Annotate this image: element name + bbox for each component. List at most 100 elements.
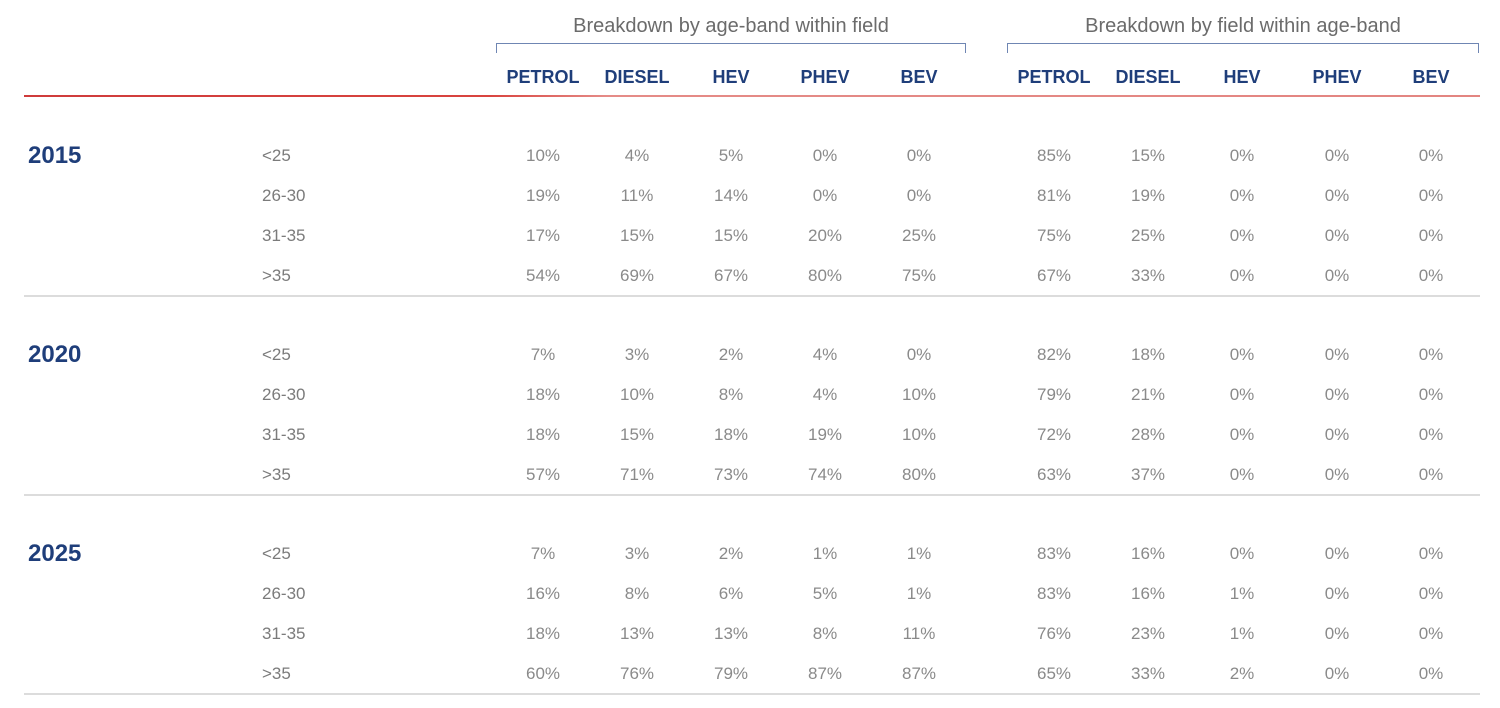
header-rule: [24, 95, 1480, 97]
table-cell: 0%: [906, 345, 932, 364]
table-cell: 87%: [807, 664, 843, 683]
table-cell: 81%: [1036, 186, 1072, 205]
row-age-band: 26-30: [262, 186, 306, 205]
table-cell: 11%: [620, 186, 654, 205]
table-cell: 83%: [1036, 544, 1072, 563]
table-cell: 60%: [525, 664, 561, 683]
table-cell: 0%: [1418, 624, 1444, 643]
table-cell: 0%: [1418, 146, 1444, 165]
col-header-diesel: DIESEL: [1115, 67, 1181, 87]
table-cell: 0%: [1229, 146, 1255, 165]
table-cell: 14%: [713, 186, 749, 205]
table-cell: 37%: [1130, 465, 1166, 484]
table-cell: 3%: [624, 345, 650, 364]
table-cell: 0%: [1229, 385, 1255, 404]
table-cell: 33%: [1130, 664, 1166, 683]
table-cell: 74%: [807, 465, 843, 484]
col-header-phev: PHEV: [800, 67, 850, 87]
table-cell: 67%: [1036, 266, 1072, 285]
table-cell: 72%: [1036, 425, 1072, 444]
table-cell: 0%: [1324, 624, 1350, 643]
table-cell: 54%: [525, 266, 561, 285]
table-cell: 79%: [1036, 385, 1072, 404]
table-cell: 0%: [1229, 186, 1255, 205]
col-header-petrol: PETROL: [1017, 67, 1091, 87]
table-cell: 0%: [1229, 226, 1255, 245]
table-cell: 6%: [718, 584, 744, 603]
col-header-hev: HEV: [712, 67, 750, 87]
table-cell: 0%: [1418, 425, 1444, 444]
table-cell: 0%: [1324, 186, 1350, 205]
table-cell: 10%: [619, 385, 655, 404]
table-cell: 8%: [624, 584, 650, 603]
table-cell: 0%: [1418, 186, 1444, 205]
table-cell: 1%: [812, 544, 838, 563]
table-cell: 18%: [525, 624, 561, 643]
table-cell: 82%: [1036, 345, 1072, 364]
table-cell: 4%: [624, 146, 650, 165]
table-cell: 1%: [1229, 584, 1255, 603]
table-cell: 0%: [1324, 146, 1350, 165]
table-cell: 0%: [1418, 266, 1444, 285]
table-cell: 18%: [1130, 345, 1166, 364]
row-age-band: >35: [262, 465, 291, 484]
table-cell: 0%: [1418, 544, 1444, 563]
table-cell: 0%: [1324, 584, 1350, 603]
table-cell: 0%: [1324, 544, 1350, 563]
table-cell: 65%: [1036, 664, 1072, 683]
table-cell: 67%: [713, 266, 749, 285]
table-cell: 0%: [1229, 465, 1255, 484]
table-cell: 15%: [1130, 146, 1166, 165]
table-cell: 0%: [1418, 465, 1444, 484]
table-cell: 10%: [525, 146, 561, 165]
table-cell: 17%: [525, 226, 561, 245]
table-cell: 0%: [1418, 664, 1444, 683]
table-cell: 2%: [1229, 664, 1255, 683]
table-cell: 20%: [807, 226, 843, 245]
col-header-bev: BEV: [1412, 67, 1450, 87]
table-cell: 10%: [901, 385, 937, 404]
table-cell: 0%: [1418, 584, 1444, 603]
table-cell: 18%: [525, 385, 561, 404]
table-cell: 0%: [1418, 226, 1444, 245]
table-cell: 8%: [718, 385, 744, 404]
table-cell: 85%: [1036, 146, 1072, 165]
table-cell: 75%: [901, 266, 937, 285]
table-cell: 0%: [1324, 266, 1350, 285]
table-cell: 19%: [807, 425, 843, 444]
table-cell: 5%: [718, 146, 744, 165]
group-title-age-band-within-field: Breakdown by age-band within field: [573, 15, 889, 37]
table-cell: 63%: [1036, 465, 1072, 484]
table-cell: 80%: [807, 266, 843, 285]
table-cell: 7%: [530, 345, 556, 364]
table-cell: 1%: [1229, 624, 1255, 643]
table-cell: 16%: [1130, 584, 1166, 603]
section-separator: [24, 494, 1480, 496]
table-cell: 0%: [1418, 385, 1444, 404]
table-cell: 1%: [906, 584, 932, 603]
col-header-phev: PHEV: [1312, 67, 1362, 87]
table-cell: 2%: [718, 345, 744, 364]
table-cell: 8%: [812, 624, 838, 643]
row-age-band: 31-35: [262, 226, 306, 245]
table-cell: 0%: [1229, 544, 1255, 563]
table-cell: 0%: [812, 186, 838, 205]
row-age-band: >35: [262, 664, 291, 683]
table-cell: 28%: [1130, 425, 1166, 444]
section-year: 2025: [28, 540, 82, 567]
table-cell: 3%: [624, 544, 650, 563]
table-cell: 2%: [718, 544, 744, 563]
col-header-bev: BEV: [900, 67, 938, 87]
table-cell: 19%: [525, 186, 561, 205]
table-cell: 33%: [1130, 266, 1166, 285]
table-cell: 0%: [1229, 425, 1255, 444]
table-cell: 0%: [812, 146, 838, 165]
row-age-band: <25: [262, 544, 291, 563]
table-cell: 19%: [1130, 186, 1166, 205]
row-age-band: 31-35: [262, 624, 306, 643]
table-cell: 15%: [619, 425, 655, 444]
table-cell: 75%: [1036, 226, 1072, 245]
table-cell: 1%: [906, 544, 932, 563]
row-age-band: 26-30: [262, 584, 306, 603]
table-cell: 25%: [1130, 226, 1166, 245]
